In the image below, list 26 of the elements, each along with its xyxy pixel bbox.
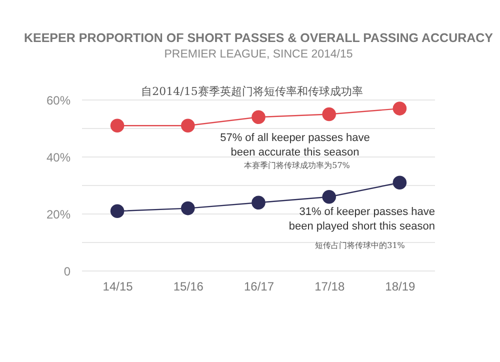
chart-subtitle: PREMIER LEAGUE, SINCE 2014/15 (164, 48, 353, 60)
point (181, 118, 195, 133)
point (110, 204, 124, 218)
x-tick-label: 15/16 (173, 280, 204, 294)
annotation: 短传占门将传球中的31% (315, 241, 406, 250)
point (181, 201, 195, 216)
annotation: 本赛季门将传球成功率为57% (244, 161, 350, 170)
y-tick-label: 60% (46, 94, 71, 108)
x-tick-label: 17/18 (314, 280, 345, 294)
annotation: 31% of keeper passes have been played short this season (288, 206, 435, 232)
x-tick-label: 16/17 (244, 280, 274, 294)
y-tick-label: 0 (64, 264, 71, 278)
point (392, 176, 407, 190)
x-tick-label: 18/19 (385, 280, 416, 294)
y-tick-label: 20% (46, 208, 71, 222)
chart-title: KEEPER PROPORTION OF SHORT PASSES & OVERALL PASSING ACCURACY (24, 31, 494, 45)
point (252, 196, 266, 210)
text: 自2014/15赛季英超门将短传率和传球成功率 (141, 85, 363, 98)
y-tick-label: 40% (46, 150, 71, 164)
point (110, 118, 124, 133)
point (392, 102, 407, 116)
point (322, 107, 336, 122)
point (322, 190, 336, 204)
point (252, 110, 266, 124)
x-tick-label: 14/15 (102, 280, 134, 294)
annotation: 57% of all keeper passes have been accurate this season (220, 132, 370, 158)
